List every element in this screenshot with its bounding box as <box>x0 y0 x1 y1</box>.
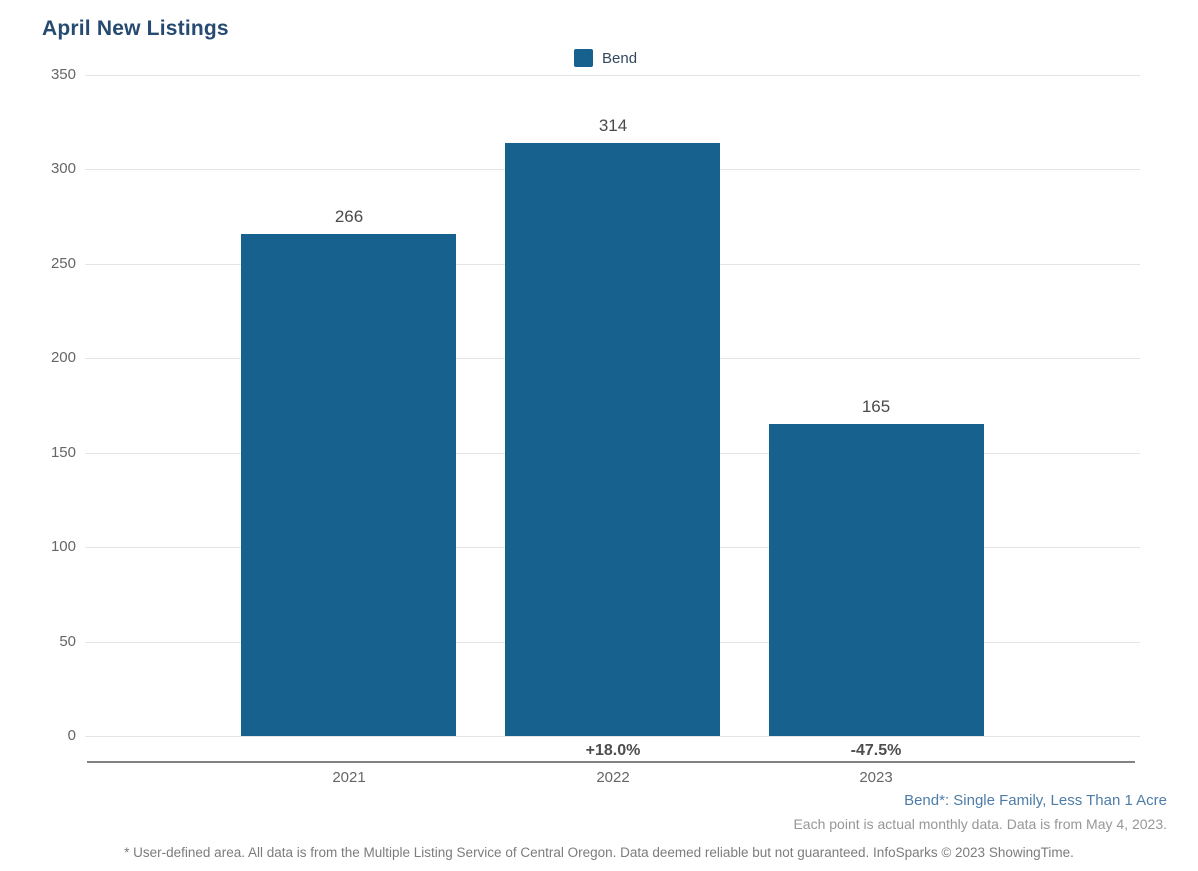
page-title: April New Listings <box>42 17 229 40</box>
bar-value-label: 266 <box>334 207 364 226</box>
y-axis-tick-label: 50 <box>59 633 76 650</box>
y-axis-tick-label: 250 <box>50 255 76 272</box>
x-axis-tick-label: 2021 <box>332 769 366 786</box>
bar-2023[interactable] <box>769 424 984 736</box>
x-axis-tick-label: 2023 <box>859 769 893 786</box>
x-axis-line <box>87 761 1135 763</box>
bar-2021[interactable] <box>241 234 456 736</box>
y-axis-tick-label: 150 <box>50 444 76 461</box>
x-axis-tick-label: 2022 <box>596 769 630 786</box>
y-axis-tick-label: 0 <box>67 727 76 744</box>
pct-change-label: -47.5% <box>850 742 902 759</box>
disclaimer-footer: * User-defined area. All data is from th… <box>124 845 1074 860</box>
data-date-note: Each point is actual monthly data. Data … <box>793 816 1167 832</box>
series-definition-note: Bend*: Single Family, Less Than 1 Acre <box>904 792 1167 809</box>
gridline <box>85 75 1140 76</box>
bar-value-label: 165 <box>861 397 891 416</box>
bar-2022[interactable] <box>505 143 720 736</box>
legend-item-bend[interactable]: Bend <box>574 49 637 67</box>
y-axis-tick-label: 350 <box>50 66 76 83</box>
pct-change-label: +18.0% <box>585 742 641 759</box>
legend-label: Bend <box>602 49 638 67</box>
y-axis-tick-label: 200 <box>50 349 76 366</box>
plot-area: 266 314 +18.0% 165 -47.5% <box>85 75 1140 759</box>
legend-color-swatch <box>574 49 593 67</box>
bar-value-label: 314 <box>598 116 628 135</box>
y-axis-tick-label: 100 <box>50 538 76 555</box>
gridline <box>85 736 1140 737</box>
y-axis-tick-label: 300 <box>50 160 76 177</box>
